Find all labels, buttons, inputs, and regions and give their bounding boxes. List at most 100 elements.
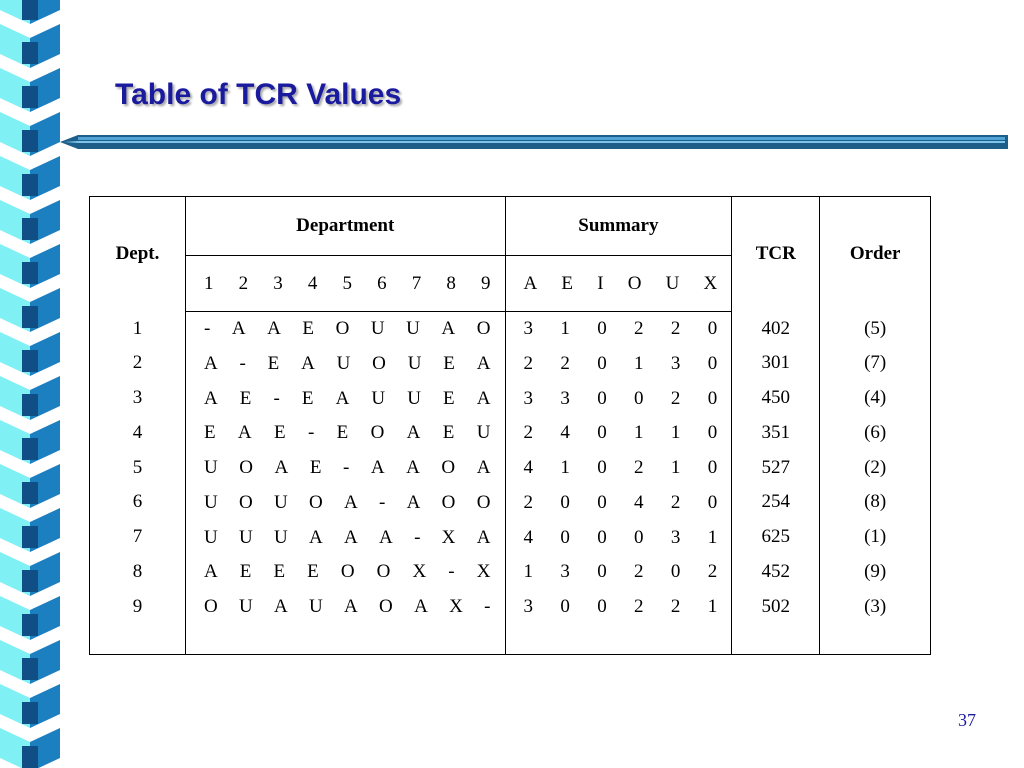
order-cell: (9) bbox=[864, 560, 887, 582]
summary-cell: 0 bbox=[670, 561, 681, 583]
summary-cell: 0 bbox=[707, 422, 718, 444]
summary-column-label: A bbox=[523, 272, 538, 294]
relation-cell: - bbox=[203, 318, 211, 339]
relation-cell: O bbox=[335, 318, 350, 339]
tcr-cell: 625 bbox=[761, 526, 791, 547]
summary-cell: 3 bbox=[523, 318, 534, 339]
relation-cell: A bbox=[309, 526, 323, 548]
summary-cell: 0 bbox=[560, 491, 570, 513]
summary-column: 3 1 0 2 2 0 2 2 0 1 3 0 3 3 0 0 2 0 2 4 0 1 1 0 4 1 0 2 1 0 2 0 0 4 2 0 4 0 0 0… bbox=[504, 311, 733, 655]
summary-cell: 1 bbox=[560, 318, 570, 339]
tcr-cell: 301 bbox=[761, 352, 791, 374]
summary-cell: 0 bbox=[707, 318, 718, 339]
relation-cell: A bbox=[406, 422, 421, 444]
department-header: Department bbox=[184, 196, 506, 256]
decorative-border-strip bbox=[0, 0, 60, 768]
order-cell: (1) bbox=[864, 526, 887, 547]
relation-cell: A bbox=[476, 352, 491, 374]
tcr-cell: 452 bbox=[761, 560, 791, 582]
summary-cell: 4 bbox=[523, 457, 534, 478]
relation-cell: X bbox=[441, 526, 456, 548]
summary-cell: 2 bbox=[634, 318, 644, 339]
dept-cell: 4 bbox=[132, 421, 143, 443]
summary-cell: 2 bbox=[707, 561, 718, 583]
relation-cell: A bbox=[476, 387, 491, 409]
relation-cell: A bbox=[476, 457, 491, 478]
relation-cell: O bbox=[379, 596, 393, 617]
summary-cell: 3 bbox=[523, 596, 534, 617]
tcr-cell: 502 bbox=[761, 595, 791, 617]
summary-cell: 0 bbox=[597, 596, 607, 617]
summary-cell: 2 bbox=[523, 352, 534, 374]
summary-cell: 0 bbox=[560, 526, 570, 548]
summary-column-label: X bbox=[703, 272, 718, 294]
dept-cell: 2 bbox=[132, 352, 143, 374]
relation-cell: A bbox=[301, 352, 315, 374]
relation-cell: U bbox=[309, 596, 323, 617]
summary-cell: 3 bbox=[670, 352, 681, 374]
relation-cell: E bbox=[442, 422, 455, 444]
relation-cell: A bbox=[344, 491, 358, 513]
relation-cell: E bbox=[239, 561, 252, 583]
department-column-label: 8 bbox=[446, 272, 456, 294]
summary-cell: 1 bbox=[670, 457, 681, 478]
relation-cell: O bbox=[441, 457, 456, 478]
summary-cell: 0 bbox=[634, 526, 644, 548]
dept-cell: 1 bbox=[132, 317, 143, 339]
order-cell: (6) bbox=[864, 421, 887, 443]
tcr-header: TCR bbox=[731, 196, 821, 312]
relation-cell: E bbox=[443, 352, 455, 374]
relation-cell: O bbox=[476, 318, 491, 339]
relation-cell: E bbox=[302, 318, 315, 339]
relation-cell: A bbox=[344, 596, 358, 617]
summary-cell: 1 bbox=[560, 457, 570, 478]
tcr-column: 402 301 450 351 527 254 625 452 502 bbox=[731, 311, 821, 655]
summary-cell: 4 bbox=[634, 491, 644, 513]
summary-cell: 2 bbox=[634, 596, 644, 617]
relation-cell: E bbox=[309, 457, 322, 478]
relation-cell: E bbox=[336, 422, 349, 444]
tcr-cell: 254 bbox=[761, 491, 791, 513]
summary-cell: 0 bbox=[560, 596, 570, 617]
summary-header: Summary bbox=[504, 196, 733, 256]
summary-cell: 3 bbox=[670, 526, 681, 548]
relation-cell: A bbox=[370, 457, 385, 478]
relation-cell: U bbox=[370, 318, 385, 339]
summary-cell: 0 bbox=[707, 387, 718, 409]
relation-cell: U bbox=[238, 596, 253, 617]
summary-column-label: U bbox=[665, 272, 680, 294]
order-cell: (8) bbox=[864, 491, 887, 513]
summary-cell: 1 bbox=[707, 526, 718, 548]
relation-cell: A bbox=[406, 457, 420, 478]
tcr-cell: 351 bbox=[761, 421, 791, 443]
slide-title: Table of TCR Values bbox=[115, 78, 402, 111]
relation-cell: O bbox=[376, 561, 391, 583]
relation-cell: - bbox=[239, 352, 246, 374]
summary-row: 3 3 0 0 2 0 bbox=[506, 388, 732, 410]
department-column-label: 4 bbox=[307, 272, 318, 294]
relation-cell: - bbox=[379, 491, 386, 513]
summary-cell: 0 bbox=[707, 352, 718, 374]
relation-cell: A bbox=[274, 457, 289, 478]
relation-cell: A bbox=[441, 318, 456, 339]
summary-column-label: I bbox=[597, 272, 604, 294]
relation-cell: U bbox=[371, 387, 386, 409]
relation-cell: U bbox=[407, 387, 421, 409]
relation-cell: E bbox=[267, 352, 280, 374]
relation-cell: O bbox=[370, 422, 385, 444]
summary-cell: 1 bbox=[634, 422, 644, 444]
summary-cell: 0 bbox=[707, 457, 718, 478]
relation-cell: U bbox=[274, 491, 288, 513]
summary-cell: 2 bbox=[634, 457, 644, 478]
page-number: 37 bbox=[958, 710, 976, 730]
summary-cell: 0 bbox=[597, 318, 607, 339]
relation-cell: E bbox=[301, 387, 314, 409]
summary-cell: 0 bbox=[634, 387, 644, 409]
summary-cell: 4 bbox=[523, 526, 534, 548]
relation-cell: E bbox=[274, 422, 286, 444]
title-underline-bar bbox=[60, 135, 1008, 149]
